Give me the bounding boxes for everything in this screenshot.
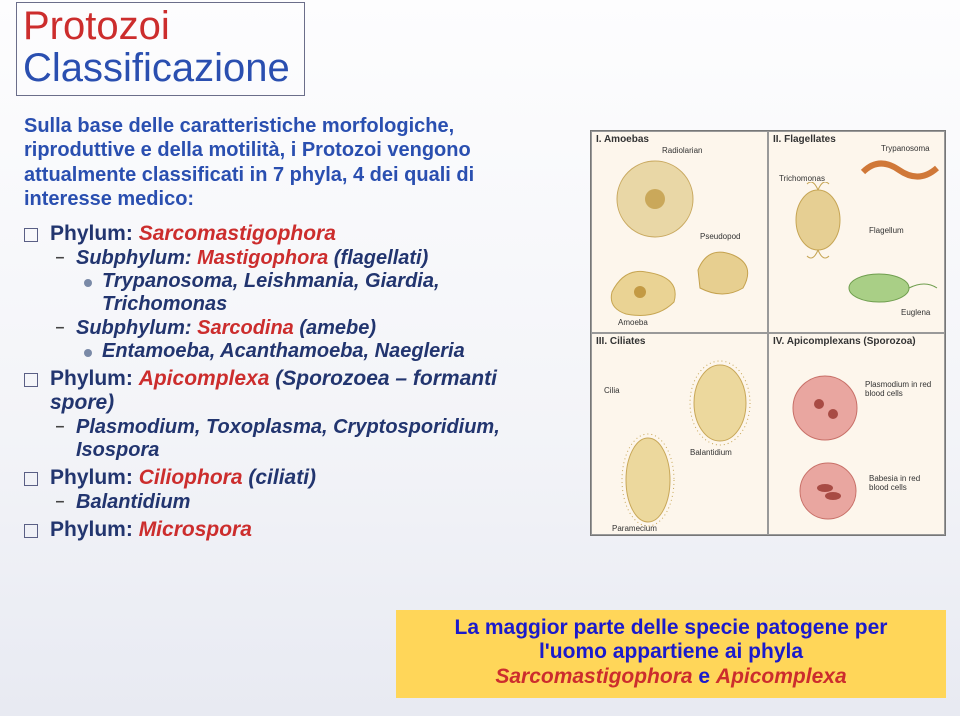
- mini-label: Trypanosoma: [881, 144, 930, 153]
- figure-panel-amoebas: I. Amoebas Radiolarian Pseudopod Amoeba: [591, 131, 768, 333]
- phylum-item: Phylum: Sarcomastigophora–Subphylum: Mas…: [24, 222, 564, 363]
- subphylum-list: –Plasmodium, Toxoplasma, Cryptosporidium…: [54, 416, 564, 462]
- phylum-label: Phylum: Sarcomastigophora: [50, 222, 336, 246]
- mini-label: Flagellum: [869, 226, 904, 235]
- example-item: Entamoeba, Acanthamoeba, Naegleria: [84, 340, 564, 363]
- mini-label: Amoeba: [618, 318, 648, 327]
- phylum-label: Phylum: Apicomplexa (Sporozoea – formant…: [50, 367, 564, 415]
- mini-label: Trichomonas: [779, 174, 825, 183]
- phylum-item: Phylum: Microspora: [24, 518, 564, 542]
- panel-label: III. Ciliates: [596, 336, 645, 347]
- subphylum-label: Balantidium: [76, 491, 190, 514]
- mini-label: Pseudopod: [700, 232, 740, 241]
- title-line-2: Classificazione: [23, 46, 290, 90]
- mini-label: Paramecium: [612, 524, 657, 533]
- examples-list: Entamoeba, Acanthamoeba, Naegleria: [84, 340, 564, 363]
- phylum-label: Phylum: Ciliophora (ciliati): [50, 466, 316, 490]
- bullet-dot-icon: [84, 279, 92, 287]
- bullet-square-icon: [24, 373, 38, 387]
- bullet-square-icon: [24, 228, 38, 242]
- intro-paragraph: Sulla base delle caratteristiche morfolo…: [24, 114, 564, 212]
- classification-figure: I. Amoebas Radiolarian Pseudopod Amoeba …: [590, 130, 946, 536]
- subphylum-label: Plasmodium, Toxoplasma, Cryptosporidium,…: [76, 416, 564, 462]
- panel-label: I. Amoebas: [596, 134, 649, 145]
- subphylum-item: –Subphylum: Sarcodina (amebe)Entamoeba, …: [54, 317, 564, 363]
- bullet-dash-icon: –: [54, 319, 66, 337]
- examples-list: Trypanosoma, Leishmania, Giardia, Tricho…: [84, 270, 564, 316]
- panel-label: IV. Apicomplexans (Sporozoa): [773, 336, 916, 347]
- figure-panel-flagellates: II. Flagellates Trypanosoma Trichomonas …: [768, 131, 945, 333]
- example-label: Trypanosoma, Leishmania, Giardia, Tricho…: [102, 270, 564, 316]
- footer-callout: La maggior parte delle specie patogene p…: [396, 610, 946, 698]
- example-item: Trypanosoma, Leishmania, Giardia, Tricho…: [84, 270, 564, 316]
- mini-label: Plasmodium in red blood cells: [865, 380, 937, 398]
- phylum-item: Phylum: Apicomplexa (Sporozoea – formant…: [24, 367, 564, 462]
- example-label: Entamoeba, Acanthamoeba, Naegleria: [102, 340, 465, 363]
- subphylum-item: –Plasmodium, Toxoplasma, Cryptosporidium…: [54, 416, 564, 462]
- bullet-dash-icon: –: [54, 493, 66, 511]
- subphylum-label: Subphylum: Sarcodina (amebe): [76, 317, 376, 340]
- content-body: Sulla base delle caratteristiche morfolo…: [24, 114, 564, 546]
- mini-label: Balantidium: [690, 448, 732, 457]
- subphylum-list: –Subphylum: Mastigophora (flagellati)Try…: [54, 247, 564, 363]
- title-box: Protozoi Classificazione: [16, 2, 305, 96]
- phylum-item: Phylum: Ciliophora (ciliati)–Balantidium: [24, 466, 564, 514]
- panel-label: II. Flagellates: [773, 134, 836, 145]
- bullet-dash-icon: –: [54, 418, 66, 436]
- mini-label: Radiolarian: [662, 146, 702, 155]
- subphylum-item: –Subphylum: Mastigophora (flagellati)Try…: [54, 247, 564, 316]
- phyla-list: Phylum: Sarcomastigophora–Subphylum: Mas…: [24, 222, 564, 542]
- title-line-1: Protozoi: [23, 4, 170, 48]
- mini-label: Cilia: [604, 386, 620, 395]
- subphylum-label: Subphylum: Mastigophora (flagellati): [76, 247, 428, 270]
- bullet-dash-icon: –: [54, 249, 66, 267]
- phylum-label: Phylum: Microspora: [50, 518, 252, 542]
- bullet-square-icon: [24, 524, 38, 538]
- figure-panel-ciliates: III. Ciliates Cilia Balantidium Parameci…: [591, 333, 768, 535]
- mini-label: Babesia in red blood cells: [869, 474, 939, 492]
- subphylum-item: –Balantidium: [54, 491, 564, 514]
- bullet-square-icon: [24, 472, 38, 486]
- subphylum-list: –Balantidium: [54, 491, 564, 514]
- bullet-dot-icon: [84, 349, 92, 357]
- figure-panel-apicomplexans: IV. Apicomplexans (Sporozoa) Plasmodium …: [768, 333, 945, 535]
- slide-title: Protozoi Classificazione: [23, 5, 290, 89]
- mini-label: Euglena: [901, 308, 930, 317]
